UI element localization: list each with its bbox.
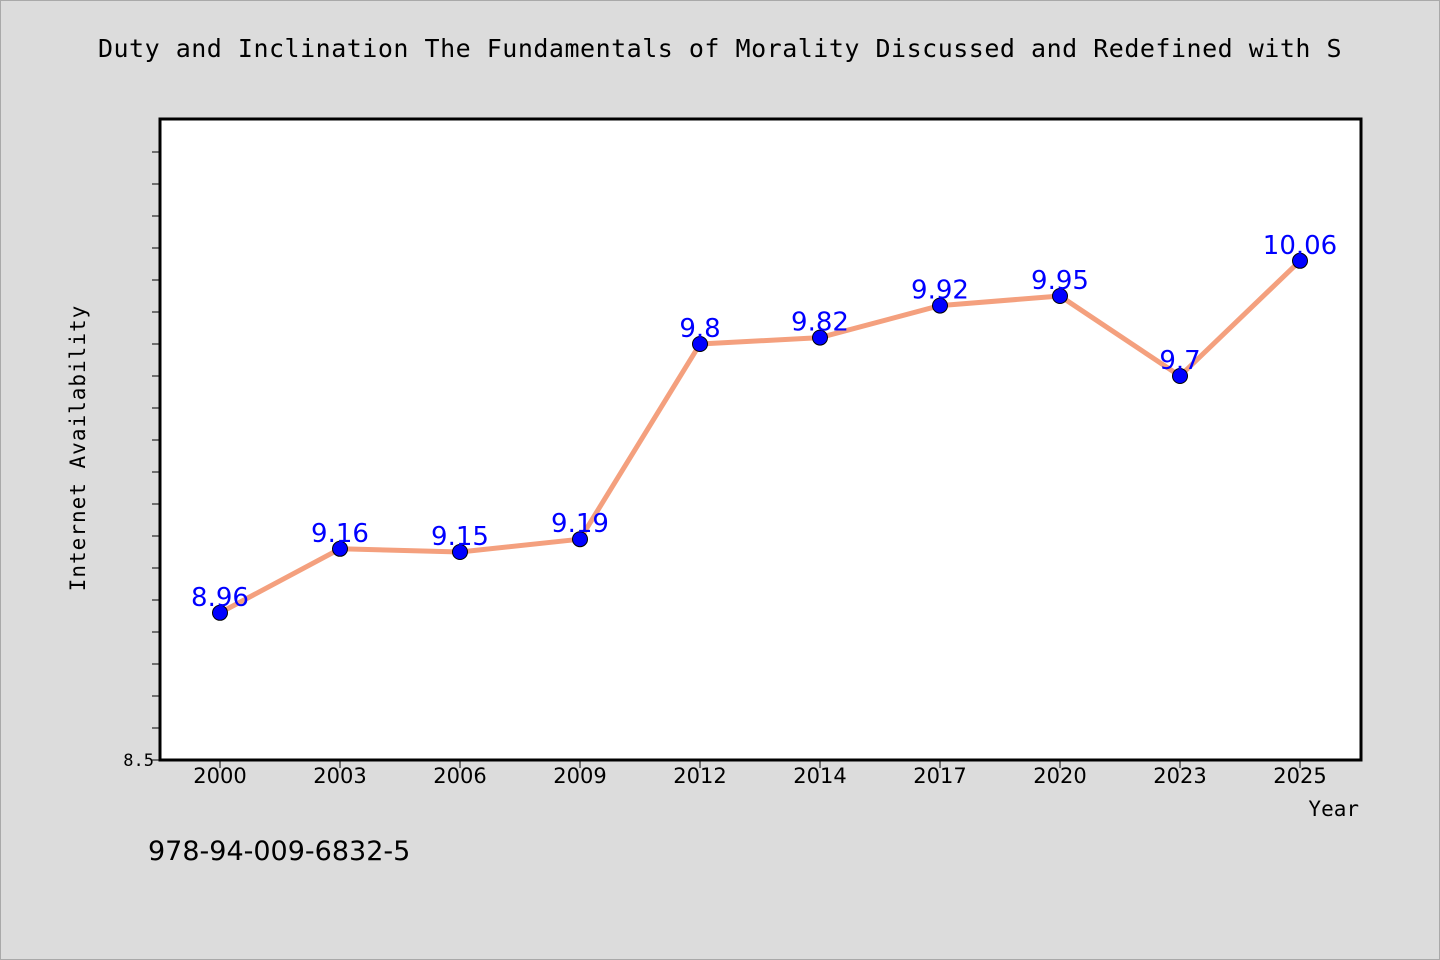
data-point <box>932 297 948 314</box>
x-axis-ticks: 2000 2003 2006 2009 2012 2014 2017 2020 2023 2025 <box>193 760 1327 788</box>
x-tick-label: 2017 <box>913 764 966 788</box>
data-label: 8.96 <box>191 583 249 613</box>
series-line-group <box>217 258 1303 616</box>
data-label: 9.95 <box>1031 266 1089 296</box>
data-point <box>1052 288 1068 304</box>
y-axis-ticks: 8.5 <box>123 151 160 771</box>
data-label: 9.15 <box>431 522 489 552</box>
data-point <box>572 531 588 548</box>
data-label: 9.7 <box>1159 346 1200 376</box>
y-tick-label: 8.5 <box>123 751 154 771</box>
data-point <box>1172 368 1188 384</box>
x-tick-label: 2006 <box>433 764 486 788</box>
isbn-text: 978-94-009-6832-5 <box>148 836 411 867</box>
x-axis-label: Year <box>1308 797 1359 821</box>
data-labels-group: 8.96 9.16 9.15 9.19 9.8 9.82 9.92 9.95 9.7 10.06 <box>191 231 1337 613</box>
x-tick-label: 2000 <box>193 764 246 788</box>
plot-area <box>158 117 1363 762</box>
x-tick-label: 2012 <box>673 764 726 788</box>
data-point <box>452 544 468 560</box>
x-tick-label: 2020 <box>1033 764 1086 788</box>
series-line <box>217 258 1303 616</box>
y-axis-label: Internet Availability <box>66 305 90 592</box>
x-tick-label: 2025 <box>1273 764 1326 788</box>
data-point <box>692 336 708 352</box>
x-tick-label: 2009 <box>553 764 606 788</box>
data-point <box>1292 252 1308 269</box>
data-label: 9.92 <box>911 276 969 306</box>
data-label: 9.82 <box>791 308 849 338</box>
x-tick-label: 2023 <box>1153 764 1206 788</box>
x-tick-label: 2003 <box>313 764 366 788</box>
data-label: 9.16 <box>311 519 369 549</box>
data-label: 9.19 <box>551 509 609 539</box>
data-point <box>212 604 228 621</box>
chart-title: Duty and Inclination The Fundamentals of… <box>97 34 1343 63</box>
markers-group <box>212 252 1308 621</box>
data-label: 10.06 <box>1263 231 1337 261</box>
data-label: 9.8 <box>679 314 720 344</box>
data-point <box>332 540 348 557</box>
data-point <box>812 329 828 346</box>
x-tick-label: 2014 <box>793 764 846 788</box>
